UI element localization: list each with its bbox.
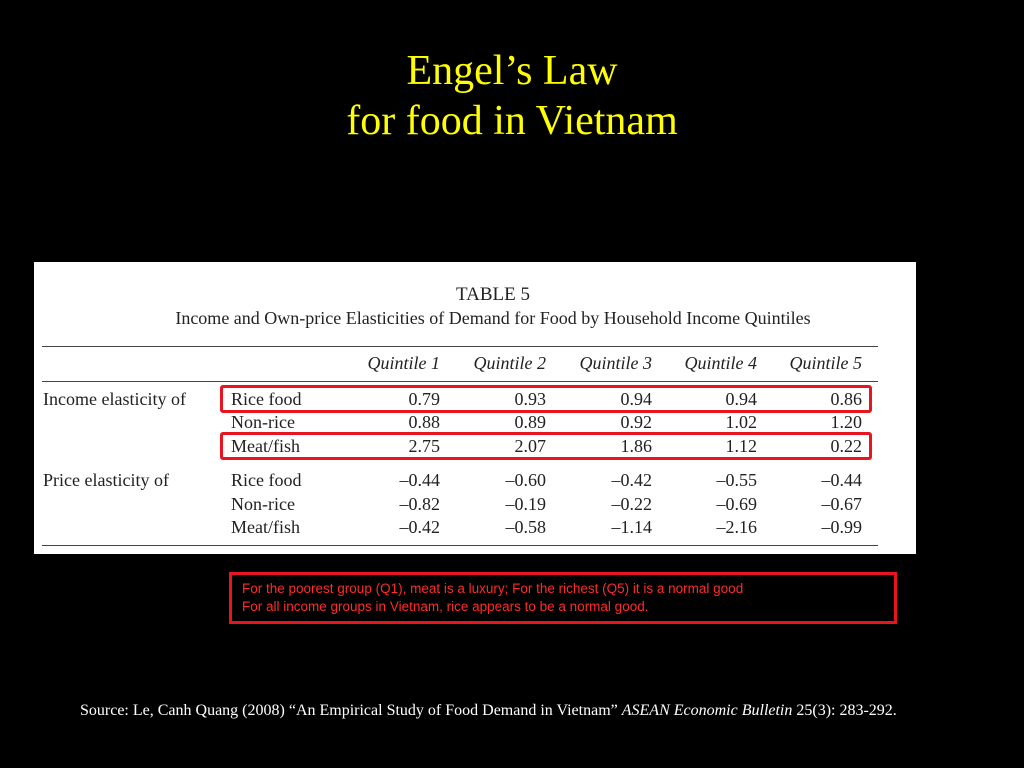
table-label: TABLE 5: [456, 284, 530, 305]
slide-title: Engel’s Law for food in Vietnam: [0, 46, 1024, 146]
table-cell: 0.89: [514, 412, 547, 432]
table-cell: –1.14: [611, 517, 653, 537]
elasticity-table: TABLE 5 Income and Own-price Elasticitie…: [34, 262, 916, 554]
table-cell: –0.44: [821, 470, 863, 490]
table-cell: 1.20: [830, 412, 863, 432]
table-cell: –0.42: [611, 470, 653, 490]
table-cell: 0.86: [830, 389, 863, 409]
slide-title-line-1: Engel’s Law: [406, 48, 618, 94]
table-bottom-rule: [42, 545, 878, 546]
table-cell: 1.12: [725, 436, 758, 456]
row-item-label: Non-rice: [231, 494, 295, 514]
source-prefix: Source: Le, Canh Quang (2008) “An Empiri…: [80, 702, 622, 719]
table-cell: –0.58: [505, 517, 547, 537]
table-cell: –0.60: [505, 470, 547, 490]
highlight-box: [220, 385, 872, 413]
table-cell: 0.94: [725, 389, 758, 409]
annotation-note: For the poorest group (Q1), meat is a lu…: [229, 572, 897, 624]
row-item-label: Meat/fish: [231, 517, 300, 537]
note-line-1: For the poorest group (Q1), meat is a lu…: [242, 581, 744, 596]
table-cell: –0.19: [505, 494, 547, 514]
table-caption: Income and Own-price Elasticities of Dem…: [175, 308, 811, 328]
table-cell: –0.82: [399, 494, 441, 514]
table-cell: 0.79: [408, 389, 441, 409]
row-item-label: Rice food: [231, 470, 302, 490]
table-cell: 0.93: [514, 389, 547, 409]
table-cell: 0.88: [408, 412, 441, 432]
column-header: Quintile 4: [684, 353, 758, 373]
row-group-label: Income elasticity of: [43, 389, 186, 409]
table-top-rule: [42, 346, 878, 347]
row-group-label: Price elasticity of: [43, 470, 169, 490]
highlight-box: [220, 432, 872, 460]
table-cell: 1.02: [725, 412, 758, 432]
table-cell: –0.69: [716, 494, 758, 514]
table-cell: 2.75: [408, 436, 441, 456]
source-suffix: 25(3): 283-292.: [792, 702, 897, 719]
table-cell: 0.94: [620, 389, 653, 409]
table-cell: 2.07: [514, 436, 547, 456]
table-cell: 1.86: [620, 436, 653, 456]
table-header-rule: [42, 381, 878, 382]
row-item-label: Meat/fish: [231, 436, 300, 456]
table-cell: –0.55: [716, 470, 758, 490]
column-header: Quintile 2: [473, 353, 547, 373]
column-header: Quintile 3: [579, 353, 653, 373]
row-item-label: Non-rice: [231, 412, 295, 432]
table-cell: –0.44: [399, 470, 441, 490]
source-journal: ASEAN Economic Bulletin: [621, 702, 793, 719]
table-cell: –0.22: [611, 494, 653, 514]
table-cell: –2.16: [716, 517, 758, 537]
source-citation: Source: Le, Canh Quang (2008) “An Empiri…: [80, 700, 940, 721]
table-cell: –0.99: [821, 517, 863, 537]
slide-title-line-2: for food in Vietnam: [346, 98, 678, 144]
note-line-2: For all income groups in Vietnam, rice a…: [242, 599, 649, 614]
table-cell: –0.42: [399, 517, 441, 537]
table-cell: 0.92: [620, 412, 653, 432]
column-header: Quintile 5: [789, 353, 863, 373]
column-header: Quintile 1: [367, 353, 441, 373]
table-cell: 0.22: [830, 436, 863, 456]
row-item-label: Rice food: [231, 389, 302, 409]
table-cell: –0.67: [821, 494, 863, 514]
